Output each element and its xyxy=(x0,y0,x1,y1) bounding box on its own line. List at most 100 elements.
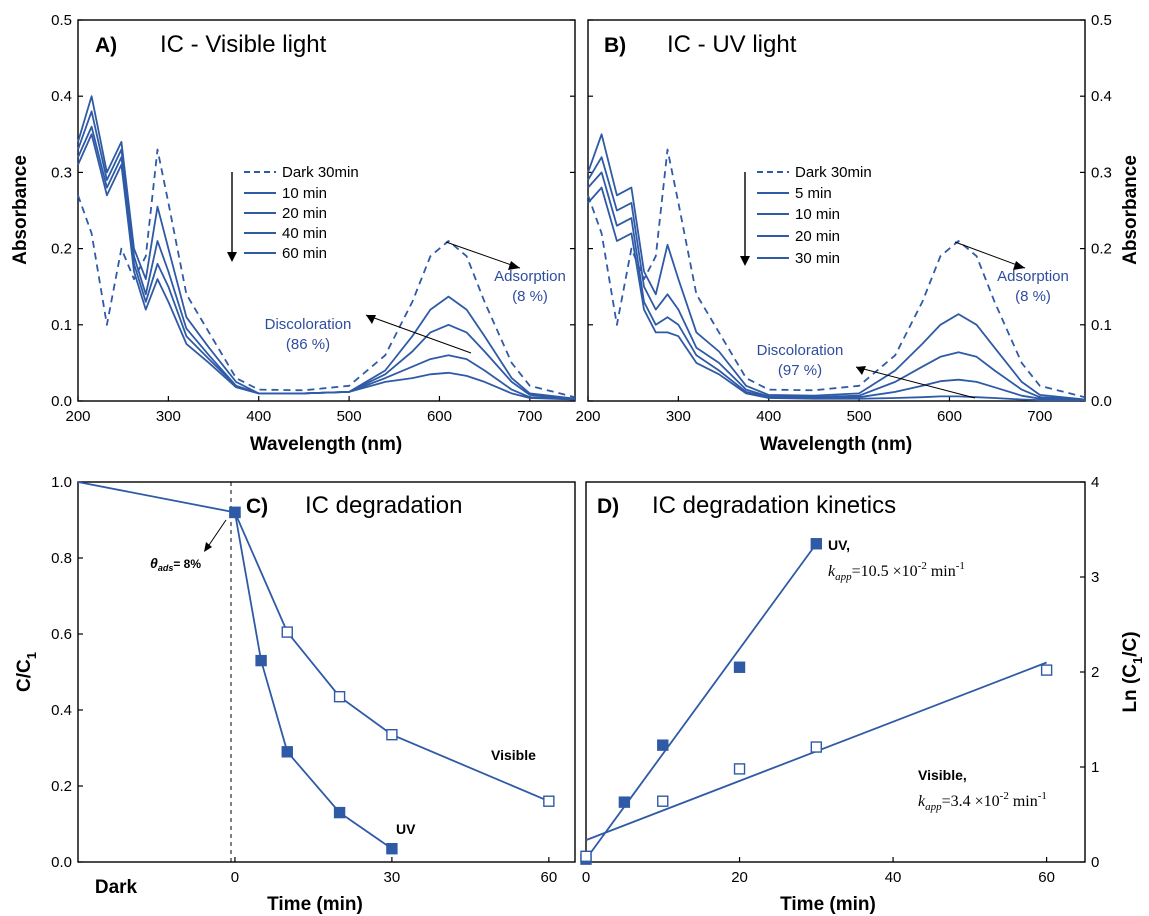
series-line-1 xyxy=(587,133,1086,401)
discoloration-arrow xyxy=(855,366,976,399)
panel-b-ylabel: Absorbance xyxy=(1120,155,1141,265)
panel-a-xlabel: Wavelength (nm) xyxy=(250,434,402,455)
y-tick-label: 0 xyxy=(1091,854,1099,871)
visible-series-label: Visible xyxy=(491,747,536,763)
y-tick-label: 3 xyxy=(1091,569,1099,586)
x-tick-label: 30 xyxy=(384,869,401,886)
data-point xyxy=(657,795,669,807)
dark-label: Dark xyxy=(95,877,138,898)
panel-b-frame xyxy=(587,19,1086,402)
data-point xyxy=(810,538,823,550)
y-tick-label: 0.0 xyxy=(1091,393,1112,410)
x-tick-label: 20 xyxy=(731,869,748,886)
legend-entry: 20 min xyxy=(282,205,327,222)
y-tick-label: 0.1 xyxy=(1091,317,1112,334)
y-tick-label: 0.4 xyxy=(51,88,72,105)
uv-series-label: UV xyxy=(396,821,416,837)
y-tick-label: 0.2 xyxy=(1091,241,1112,258)
x-tick-label: 0 xyxy=(582,869,590,886)
panel-c-ylabel: C/C1 xyxy=(14,652,39,692)
discoloration-label: Discoloration xyxy=(757,342,844,359)
panel-a-ylabel: Absorbance xyxy=(10,155,31,265)
discoloration-arrow-head xyxy=(856,366,866,375)
data-point xyxy=(386,729,398,741)
theta-annotation: θads= 8% xyxy=(150,555,201,573)
data-point xyxy=(580,850,592,862)
adsorption-label: Adsorption xyxy=(494,268,566,285)
x-tick-label: 60 xyxy=(540,869,557,886)
legend-entry: 10 min xyxy=(282,185,327,202)
y-tick-label: 0.5 xyxy=(51,12,72,29)
x-tick-label: 200 xyxy=(575,408,600,425)
panel-c-frame xyxy=(77,481,576,863)
visible-kinetics-label: Visible, xyxy=(918,767,967,783)
panel-c-series xyxy=(77,481,555,855)
x-tick-label: 40 xyxy=(885,869,902,886)
x-tick-label: 300 xyxy=(156,408,181,425)
legend-entry: Dark 30min xyxy=(282,164,359,181)
legend-entry: 40 min xyxy=(282,225,327,242)
legend-entry: Dark 30min xyxy=(795,164,872,181)
y-tick-label: 0.2 xyxy=(51,778,72,795)
panel-d-xlabel: Time (min) xyxy=(780,894,876,915)
uv-kinetics-label: UV, xyxy=(828,537,850,553)
legend-arrow-head xyxy=(227,252,237,262)
data-point xyxy=(733,763,746,775)
legend-entry: 10 min xyxy=(795,206,840,223)
data-point xyxy=(255,654,267,667)
panel-c-ticks: 0 30 60 0.0 0.2 0.4 0.6 0.8 1.0 xyxy=(51,474,557,886)
panel-a-title: IC - Visible light xyxy=(160,31,327,58)
y-tick-label: 2 xyxy=(1091,664,1099,681)
panel-c-label: C) xyxy=(246,495,268,518)
y-tick-label: 1 xyxy=(1091,759,1099,776)
y-tick-label: 0.0 xyxy=(51,854,72,871)
panel-d-label: D) xyxy=(597,495,619,518)
series-line-4 xyxy=(77,133,576,401)
y-tick-label: 0.3 xyxy=(51,164,72,181)
panel-a-ticks: 200 300 400 500 600 700 0.0 0.1 0.2 0.3 0.4 0.5 xyxy=(51,12,575,425)
series-line-0 xyxy=(77,148,576,399)
data-point xyxy=(733,661,746,673)
y-tick-label: 0.2 xyxy=(51,241,72,258)
data-point xyxy=(657,739,669,751)
adsorption-label: Adsorption xyxy=(997,268,1069,285)
panel-c-title: IC degradation xyxy=(305,492,462,519)
panel-c: 0 30 60 0.0 0.2 0.4 0.6 0.8 1.0 C) IC degradatio… xyxy=(14,474,576,915)
adsorption-arrow xyxy=(445,241,521,269)
y-tick-label: 0.1 xyxy=(51,317,72,334)
data-point xyxy=(543,795,555,807)
panel-b-label: B) xyxy=(604,34,626,57)
panel-b-xlabel: Wavelength (nm) xyxy=(760,434,912,455)
theta-arrow xyxy=(206,519,227,549)
y-tick-label: 0.5 xyxy=(1091,12,1112,29)
data-point xyxy=(386,843,398,855)
legend-entry: 60 min xyxy=(282,245,327,262)
fit-line-0 xyxy=(585,543,818,860)
x-tick-label: 600 xyxy=(427,408,452,425)
data-point xyxy=(333,806,346,819)
legend-entry: 20 min xyxy=(795,228,840,245)
x-tick-label: 0 xyxy=(231,869,239,886)
panel-b-series xyxy=(587,133,1086,402)
discoloration-value: (86 %) xyxy=(286,336,330,353)
panel-b-legend: Dark 30min 5 min 10 min 20 min 30 min xyxy=(740,164,872,267)
panel-c-xlabel: Time (min) xyxy=(267,894,363,915)
adsorption-arrow-head xyxy=(508,261,520,270)
panel-d-ylabel-text: Ln (C1/C) xyxy=(1120,631,1145,712)
y-tick-label: 0.3 xyxy=(1091,164,1112,181)
data-point xyxy=(1040,664,1053,676)
panel-a-legend: Dark 30min 10 min 20 min 40 min 60 min xyxy=(227,164,359,262)
panel-b-title: IC - UV light xyxy=(667,31,797,58)
panel-d-series xyxy=(580,538,1053,865)
x-tick-label: 400 xyxy=(756,408,781,425)
x-tick-label: 700 xyxy=(517,408,542,425)
discoloration-arrow xyxy=(365,314,472,354)
adsorption-value: (8 %) xyxy=(1015,288,1051,305)
y-tick-label: 0.4 xyxy=(1091,88,1112,105)
x-tick-label: 700 xyxy=(1027,408,1052,425)
panel-a-series xyxy=(77,95,576,401)
discoloration-arrow-head xyxy=(366,315,376,324)
dark-adsorption-line xyxy=(77,481,236,514)
